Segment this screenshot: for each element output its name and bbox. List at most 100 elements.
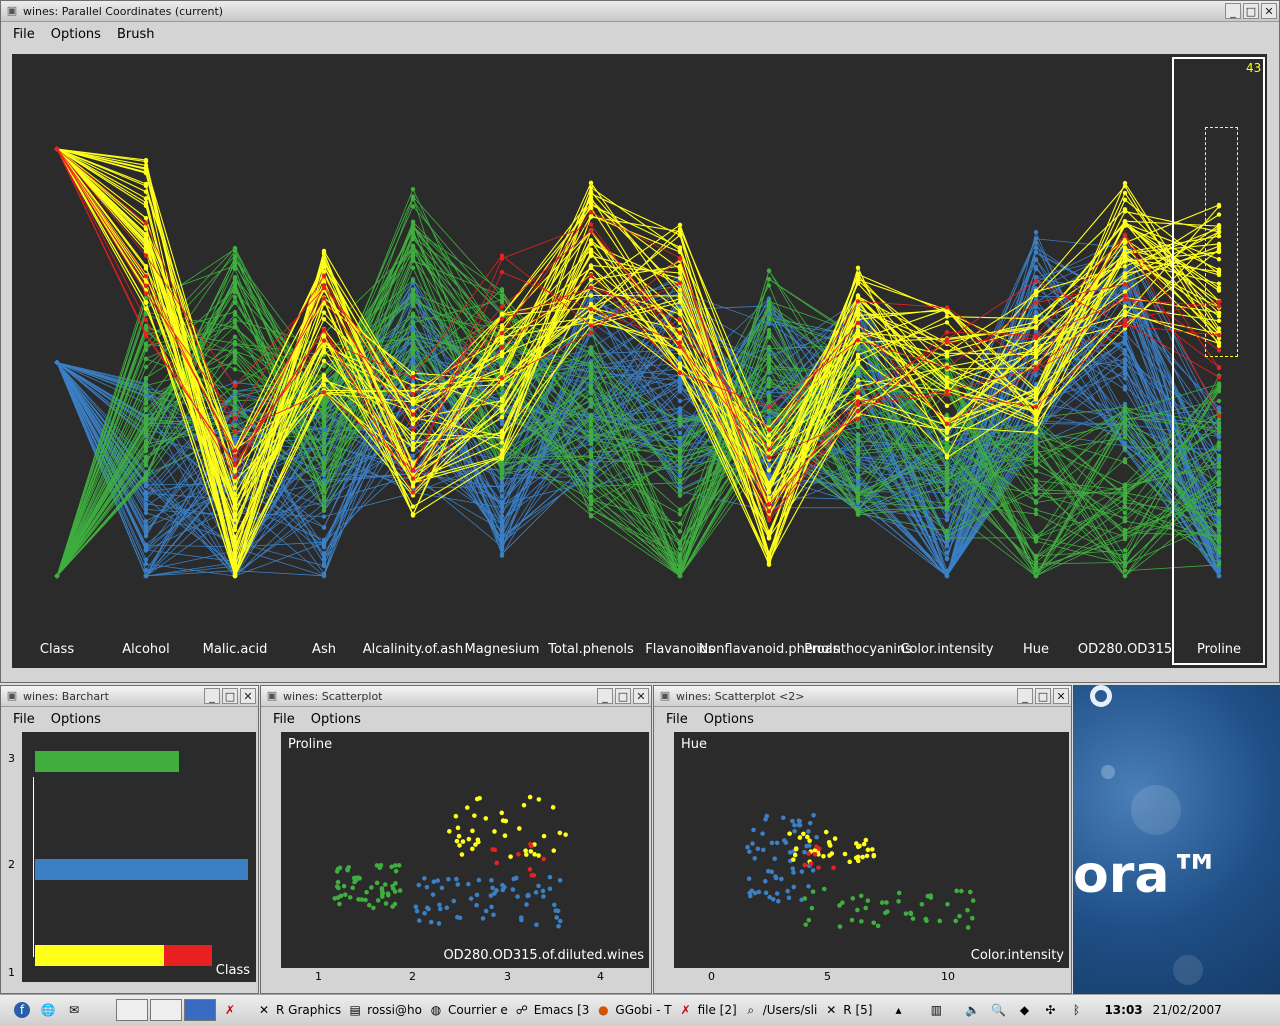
title-bar[interactable]: ▣ wines: Barchart _ □ ✕ (1, 686, 258, 707)
case-point-blue (1216, 573, 1222, 579)
task-emacs[interactable]: ☍ Emacs [3 (515, 1003, 590, 1017)
clock-date[interactable]: 21/02/2007 (1152, 1003, 1222, 1017)
maximize-button[interactable]: □ (222, 688, 238, 704)
case-point-green (944, 371, 950, 376)
task-file[interactable]: ✗ file [2] (678, 1002, 737, 1018)
axis-label[interactable]: Malic.acid (202, 642, 268, 657)
task-mail[interactable]: ◍ Courrier e (428, 1002, 508, 1018)
maximize-button[interactable]: □ (1243, 3, 1259, 19)
workspace-1[interactable] (116, 999, 148, 1021)
minimize-button[interactable]: _ (1017, 688, 1033, 704)
bar-class-1-yellow[interactable] (35, 945, 164, 966)
maximize-button[interactable]: □ (1035, 688, 1051, 704)
case-point-green (944, 535, 950, 541)
axis-label[interactable]: Color.intensity (900, 642, 994, 657)
axis-label[interactable]: Ash (312, 642, 336, 657)
workspace-2[interactable] (150, 999, 182, 1021)
window-menu-icon[interactable]: ▣ (6, 4, 18, 17)
maximize-button[interactable]: □ (615, 688, 631, 704)
workspace-switcher[interactable] (116, 999, 216, 1021)
task-folder[interactable]: ⌕/Users/sli (743, 1002, 817, 1018)
bin-slider-line[interactable] (33, 777, 34, 957)
close-button[interactable]: ✕ (633, 688, 649, 704)
axis-label[interactable]: Total.phenols (548, 642, 634, 657)
axis-label[interactable]: Proanthocyanins (804, 642, 912, 657)
task-ggobi[interactable]: ● GGobi - T (595, 1002, 671, 1018)
menu-options[interactable]: Options (50, 711, 101, 727)
bar-class-1-red[interactable] (164, 945, 212, 966)
tray-bluetooth[interactable]: ᛒ (1068, 1002, 1088, 1018)
window-menu-icon[interactable]: ▣ (6, 689, 18, 702)
close-button[interactable]: ✕ (1261, 3, 1277, 19)
menu-file[interactable]: File (273, 711, 295, 727)
case-point-yellow (855, 378, 861, 383)
start-menu-button[interactable]: f (14, 1002, 34, 1018)
title-bar[interactable]: ▣ wines: Parallel Coordinates (current) … (1, 1, 1279, 22)
minimize-button[interactable]: _ (204, 688, 220, 704)
case-point-yellow (410, 401, 416, 407)
axis-label[interactable]: Alcohol (122, 642, 170, 657)
axis-label[interactable]: Alcalinity.of.ash (362, 642, 464, 657)
tray-arrow[interactable]: ▴ (890, 1002, 910, 1018)
close-button[interactable]: ✕ (1053, 688, 1069, 704)
tray-update[interactable]: ◆ (1016, 1002, 1036, 1018)
case-point-red (143, 291, 149, 296)
bar-class-3[interactable] (35, 751, 179, 772)
parallel-plot-canvas[interactable]: 43 Class Alcohol Malic.acid Ash Alcalinity.o… (12, 54, 1267, 668)
case-point-yellow (1033, 292, 1039, 298)
show-desktop-button[interactable]: ✗ (222, 1002, 242, 1018)
case-line-red (56, 148, 1220, 513)
menu-file[interactable]: File (13, 711, 35, 727)
menu-brush[interactable]: Brush (116, 26, 155, 42)
minimize-button[interactable]: _ (1225, 3, 1241, 19)
tray-volume[interactable]: 🔈 (964, 1002, 984, 1018)
title-bar[interactable]: ▣ wines: Scatterplot _ □ ✕ (261, 686, 651, 707)
bar-class-2[interactable] (35, 859, 248, 880)
axis-label[interactable]: Nonflavanoid.phenols (698, 642, 840, 657)
case-point-yellow (1216, 336, 1222, 341)
task-terminal[interactable]: ▤ rossi@ho (347, 1002, 421, 1018)
title-bar[interactable]: ▣ wines: Scatterplot <2> _ □ ✕ (654, 686, 1071, 707)
menu-options[interactable]: Options (50, 26, 101, 42)
case-point-green (410, 332, 416, 338)
axis-label[interactable]: Magnesium (464, 642, 540, 657)
window-menu-icon[interactable]: ▣ (266, 689, 278, 702)
axis-label[interactable]: Flavanoids (645, 642, 715, 657)
launcher-mail[interactable]: ✉ (66, 1002, 86, 1018)
axis-label[interactable]: Class (39, 642, 75, 657)
case-point-green (143, 389, 149, 394)
launcher-browser[interactable]: 🌐 (40, 1002, 60, 1018)
close-button[interactable]: ✕ (240, 688, 256, 704)
menu-options[interactable]: Options (703, 711, 754, 727)
scatter-point-yellow (456, 833, 462, 839)
case-point-blue (677, 473, 683, 479)
selected-axis-box[interactable] (1172, 57, 1265, 665)
bar-tick-1: 1 (8, 966, 15, 979)
clock-time[interactable]: 13:03 (1104, 1003, 1143, 1017)
scatter-point-yellow (829, 851, 835, 856)
case-point-yellow (677, 222, 683, 228)
case-point-green (410, 366, 416, 372)
scatterplot-2-canvas[interactable]: Hue Color.intensity (674, 732, 1069, 968)
scatterplot-1-canvas[interactable]: Proline OD280.OD315.of.diluted.wines (281, 732, 649, 968)
case-point-yellow (1216, 340, 1222, 345)
tray-notes[interactable]: ▥ (928, 1002, 948, 1018)
axis-label[interactable]: Proline (1196, 642, 1242, 657)
brush-rectangle[interactable] (1205, 127, 1238, 357)
window-menu-icon[interactable]: ▣ (659, 689, 671, 702)
scatter-point-blue (555, 908, 561, 914)
axis-label[interactable]: Hue (1022, 642, 1050, 657)
workspace-3[interactable] (184, 999, 216, 1021)
axis-label[interactable]: OD280.OD315 (1077, 642, 1173, 657)
menu-options[interactable]: Options (310, 711, 361, 727)
tray-search[interactable]: 🔍 (990, 1002, 1010, 1018)
task-r[interactable]: ✕ R [5] (823, 1002, 872, 1018)
menu-file[interactable]: File (13, 26, 35, 42)
tray-network[interactable]: ✣ (1042, 1002, 1062, 1018)
task-r-graphics[interactable]: ✕ R Graphics (256, 1002, 341, 1018)
minimize-button[interactable]: _ (597, 688, 613, 704)
scatter-point-blue (525, 892, 531, 898)
menu-file[interactable]: File (666, 711, 688, 727)
case-point-green (410, 244, 416, 250)
barchart-canvas[interactable]: Class (22, 732, 256, 982)
